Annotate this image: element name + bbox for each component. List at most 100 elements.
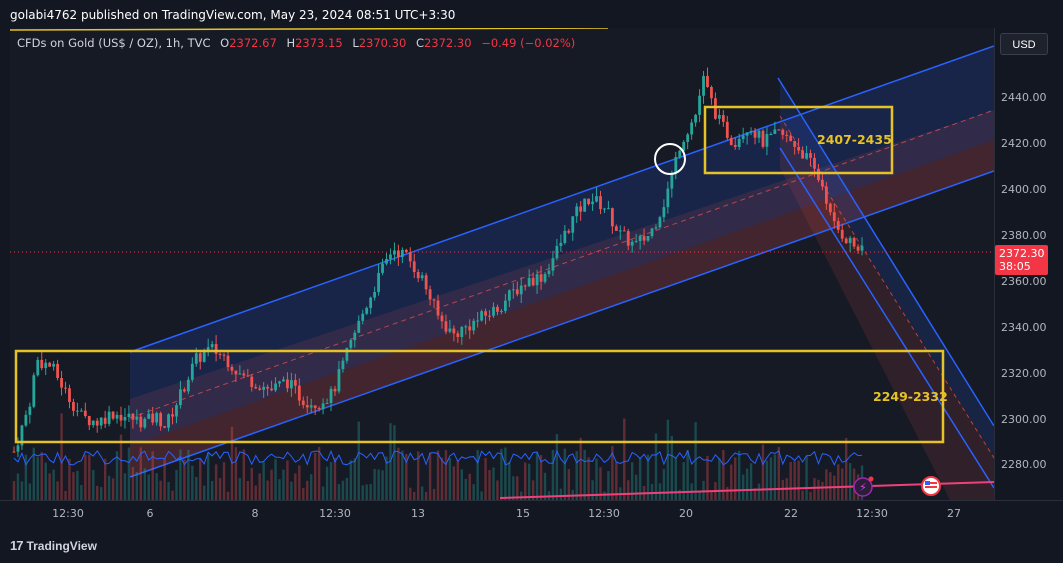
candle-body[interactable] xyxy=(583,198,587,212)
channel-bottom-line[interactable] xyxy=(129,170,994,478)
candle-body[interactable] xyxy=(337,369,341,392)
candle-body[interactable] xyxy=(476,320,480,322)
candle-body[interactable] xyxy=(773,129,777,135)
candle-body[interactable] xyxy=(230,367,234,371)
candle-body[interactable] xyxy=(155,413,159,423)
candle-body[interactable] xyxy=(595,196,598,202)
candle-body[interactable] xyxy=(24,414,28,426)
candles[interactable] xyxy=(12,67,864,458)
candle-body[interactable] xyxy=(694,114,697,123)
currency-button[interactable]: USD xyxy=(1000,33,1048,55)
candle-body[interactable] xyxy=(500,310,503,312)
candle-body[interactable] xyxy=(238,373,242,375)
candle-body[interactable] xyxy=(416,271,420,279)
candle-body[interactable] xyxy=(785,134,789,136)
candle-body[interactable] xyxy=(400,249,404,258)
candle-body[interactable] xyxy=(278,381,281,384)
candle-body[interactable] xyxy=(567,230,571,233)
candle-body[interactable] xyxy=(789,135,793,141)
candle-body[interactable] xyxy=(432,299,436,301)
candle-body[interactable] xyxy=(345,347,349,361)
candle-body[interactable] xyxy=(36,359,40,376)
candle-body[interactable] xyxy=(44,362,48,369)
candle-body[interactable] xyxy=(32,375,36,407)
candle-body[interactable] xyxy=(250,376,254,387)
candle-body[interactable] xyxy=(702,75,705,96)
candle-body[interactable] xyxy=(531,277,535,286)
candle-body[interactable] xyxy=(151,413,155,423)
channel-top-line[interactable] xyxy=(129,45,994,353)
candle-body[interactable] xyxy=(159,413,163,427)
candle-body[interactable] xyxy=(781,129,785,135)
candle-body[interactable] xyxy=(440,315,444,322)
candle-body[interactable] xyxy=(183,389,186,392)
candle-body[interactable] xyxy=(353,332,357,341)
candle-body[interactable] xyxy=(765,134,769,147)
candle-body[interactable] xyxy=(678,150,682,158)
candle-body[interactable] xyxy=(464,326,468,328)
candle-body[interactable] xyxy=(412,261,416,272)
candle-body[interactable] xyxy=(563,230,567,243)
candle-body[interactable] xyxy=(468,326,472,331)
candle-body[interactable] xyxy=(706,75,709,88)
candle-body[interactable] xyxy=(698,95,701,115)
candle-body[interactable] xyxy=(115,414,119,419)
candle-body[interactable] xyxy=(171,414,174,417)
candle-body[interactable] xyxy=(139,416,143,428)
candle-body[interactable] xyxy=(91,420,95,426)
candle-body[interactable] xyxy=(610,208,614,227)
candle-body[interactable] xyxy=(198,353,202,362)
candle-body[interactable] xyxy=(503,300,507,311)
candle-body[interactable] xyxy=(757,130,761,138)
candle-body[interactable] xyxy=(646,235,650,241)
candle-body[interactable] xyxy=(626,231,630,246)
candle-body[interactable] xyxy=(361,313,365,321)
candle-body[interactable] xyxy=(428,289,432,300)
candle-body[interactable] xyxy=(733,144,737,147)
candle-body[interactable] xyxy=(202,352,206,362)
candle-body[interactable] xyxy=(214,344,218,354)
candle-body[interactable] xyxy=(396,250,400,258)
candle-body[interactable] xyxy=(357,320,361,333)
candle-body[interactable] xyxy=(618,230,622,232)
symbol-name[interactable]: CFDs on Gold (US$ / OZ), 1h, TVC xyxy=(17,36,211,50)
candle-body[interactable] xyxy=(64,387,67,389)
candle-body[interactable] xyxy=(293,380,297,386)
candle-body[interactable] xyxy=(408,252,412,262)
candle-body[interactable] xyxy=(515,289,519,295)
candle-body[interactable] xyxy=(373,291,377,298)
candle-body[interactable] xyxy=(317,408,321,410)
candle-body[interactable] xyxy=(634,240,638,242)
candle-body[interactable] xyxy=(325,402,329,404)
candle-body[interactable] xyxy=(210,344,214,348)
candle-body[interactable] xyxy=(527,277,531,287)
candle-body[interactable] xyxy=(686,134,690,142)
candle-body[interactable] xyxy=(599,196,602,210)
candle-body[interactable] xyxy=(16,445,20,452)
candle-body[interactable] xyxy=(817,168,820,180)
candle-body[interactable] xyxy=(341,360,345,370)
candle-body[interactable] xyxy=(60,377,63,388)
candle-body[interactable] xyxy=(329,388,333,403)
candle-body[interactable] xyxy=(638,236,642,241)
candle-body[interactable] xyxy=(234,370,238,375)
candle-body[interactable] xyxy=(805,153,808,159)
candle-body[interactable] xyxy=(282,379,285,382)
candle-body[interactable] xyxy=(349,340,353,348)
candle-body[interactable] xyxy=(511,289,515,291)
candle-body[interactable] xyxy=(579,206,583,212)
candle-body[interactable] xyxy=(507,290,511,301)
candle-body[interactable] xyxy=(654,227,658,229)
candle-body[interactable] xyxy=(385,258,388,264)
desc-channel-bottom-line[interactable] xyxy=(779,147,994,489)
candle-body[interactable] xyxy=(622,230,626,232)
candle-body[interactable] xyxy=(571,216,575,233)
candle-body[interactable] xyxy=(448,328,452,332)
candle-body[interactable] xyxy=(607,208,610,210)
candle-body[interactable] xyxy=(710,87,713,99)
candle-body[interactable] xyxy=(630,241,634,246)
candle-body[interactable] xyxy=(670,172,674,189)
tradingview-footer[interactable]: 17 TradingView xyxy=(10,538,97,553)
candle-body[interactable] xyxy=(218,353,222,355)
candle-body[interactable] xyxy=(222,354,226,356)
